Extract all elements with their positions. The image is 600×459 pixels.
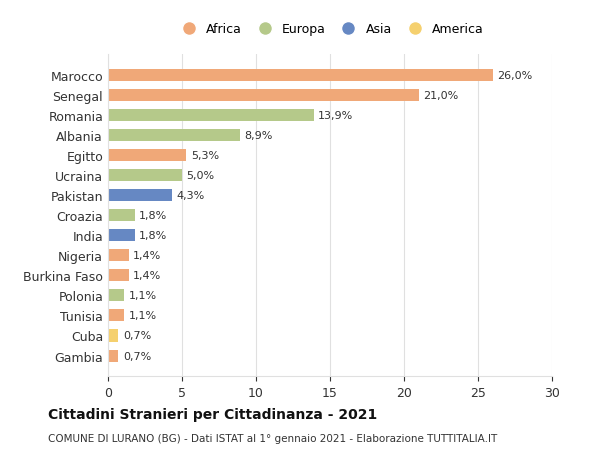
Text: 13,9%: 13,9%: [318, 111, 353, 121]
Text: 0,7%: 0,7%: [123, 331, 151, 341]
Bar: [108, 170, 182, 182]
Bar: [108, 110, 314, 122]
Text: 1,1%: 1,1%: [129, 311, 157, 321]
Bar: [108, 290, 124, 302]
Text: 21,0%: 21,0%: [423, 91, 458, 101]
Text: 5,0%: 5,0%: [187, 171, 215, 181]
Text: Cittadini Stranieri per Cittadinanza - 2021: Cittadini Stranieri per Cittadinanza - 2…: [48, 407, 377, 421]
Text: 0,7%: 0,7%: [123, 351, 151, 361]
Text: 1,4%: 1,4%: [133, 271, 161, 281]
Text: 4,3%: 4,3%: [176, 191, 205, 201]
Bar: [108, 350, 118, 362]
Text: 26,0%: 26,0%: [497, 71, 532, 81]
Text: 1,4%: 1,4%: [133, 251, 161, 261]
Bar: [108, 70, 493, 82]
Bar: [108, 270, 129, 282]
Bar: [108, 150, 187, 162]
Bar: [108, 130, 240, 142]
Text: 1,8%: 1,8%: [139, 231, 167, 241]
Bar: [108, 250, 129, 262]
Bar: [108, 310, 124, 322]
Text: COMUNE DI LURANO (BG) - Dati ISTAT al 1° gennaio 2021 - Elaborazione TUTTITALIA.: COMUNE DI LURANO (BG) - Dati ISTAT al 1°…: [48, 433, 497, 442]
Bar: [108, 90, 419, 102]
Legend: Africa, Europa, Asia, America: Africa, Europa, Asia, America: [172, 20, 488, 40]
Text: 1,8%: 1,8%: [139, 211, 167, 221]
Bar: [108, 190, 172, 202]
Text: 8,9%: 8,9%: [244, 131, 272, 141]
Text: 5,3%: 5,3%: [191, 151, 219, 161]
Text: 1,1%: 1,1%: [129, 291, 157, 301]
Bar: [108, 210, 134, 222]
Bar: [108, 330, 118, 342]
Bar: [108, 230, 134, 242]
